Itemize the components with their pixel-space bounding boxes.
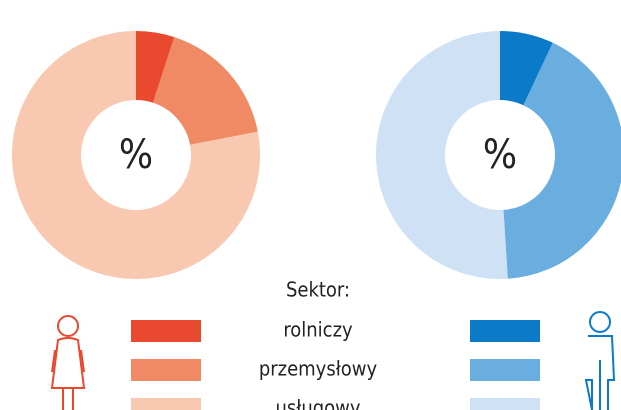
donut-slice — [152, 37, 258, 145]
legend-swatch — [470, 359, 540, 381]
legend-swatch — [470, 398, 540, 410]
legend-swatch — [131, 359, 201, 381]
center-label: % — [483, 132, 517, 178]
legend-title: Sektor: — [286, 278, 350, 302]
legend-swatch — [470, 320, 540, 342]
legend-label: usługowy — [275, 396, 360, 410]
legend-swatch — [131, 398, 201, 410]
woman-icon — [50, 315, 86, 410]
donut-slice — [503, 42, 621, 279]
donut-slice — [500, 31, 553, 106]
donut-slice — [11, 31, 261, 279]
center-label: % — [119, 132, 153, 178]
donut-slice — [375, 31, 508, 279]
donut-slice — [136, 31, 175, 103]
legend-swatch — [131, 320, 201, 342]
legend-label: rolniczy — [283, 318, 353, 342]
man-icon — [584, 311, 616, 410]
legend-label: przemysłowy — [259, 357, 378, 381]
